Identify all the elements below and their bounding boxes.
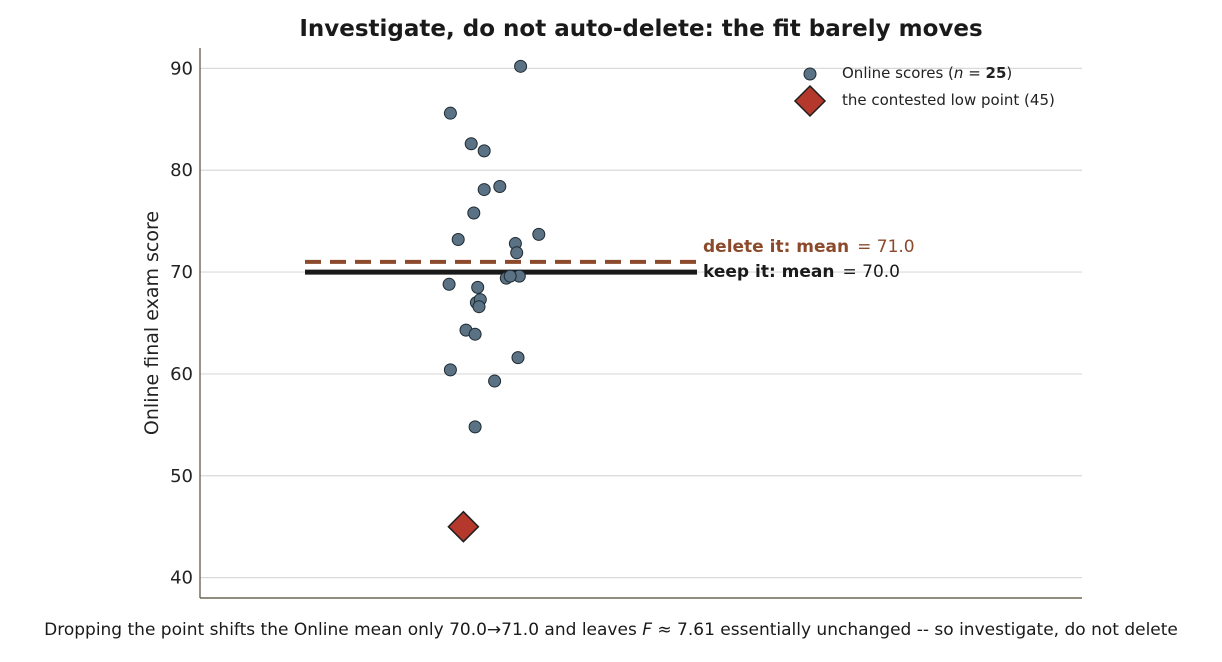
chart-caption: Dropping the point shifts the Online mea…	[44, 620, 1178, 640]
legend-marker-contested	[793, 84, 827, 118]
data-point-2	[464, 137, 478, 151]
data-point-25	[503, 269, 517, 283]
y-tick-label-60: 60	[170, 364, 193, 385]
annotation-delete: delete it: mean = 71.0	[703, 237, 915, 257]
y-tick-label-50: 50	[170, 466, 193, 487]
data-point-22	[443, 363, 457, 377]
data-point-7	[514, 59, 528, 73]
annotation-keep: keep it: mean = 70.0	[703, 262, 900, 282]
data-points	[442, 59, 546, 543]
reference-lines	[305, 259, 697, 275]
legend: Online scores (n = 25) the contested low…	[793, 64, 1055, 118]
data-point-24	[468, 420, 482, 434]
y-tick-label-80: 80	[170, 160, 193, 181]
data-point-5	[493, 180, 507, 194]
y-tick-label-40: 40	[170, 568, 193, 589]
y-tick-labels: 40 50 60 70 80 90	[170, 58, 193, 588]
data-point-20	[468, 327, 482, 341]
data-point-11	[532, 227, 546, 241]
data-point-18	[472, 300, 486, 314]
data-point-8	[451, 232, 465, 246]
y-axis-label: Online final exam score	[141, 211, 163, 435]
legend-label-online: Online scores (n = 25)	[842, 64, 1012, 82]
legend-marker-online	[803, 67, 817, 81]
data-point-23	[488, 374, 502, 388]
data-point-21	[511, 351, 525, 365]
chart-title: Investigate, do not auto-delete: the fit…	[299, 16, 982, 42]
y-tick-label-90: 90	[170, 58, 193, 79]
data-point-3	[477, 183, 491, 197]
grid-lines	[200, 67, 1082, 579]
data-point-10	[510, 246, 524, 260]
data-point-6	[477, 144, 491, 158]
legend-label-contested: the contested low point (45)	[842, 91, 1055, 109]
data-point-13	[471, 280, 485, 294]
data-point-1	[443, 106, 457, 120]
data-point-4	[467, 206, 481, 220]
data-point-12	[442, 277, 456, 291]
y-tick-label-70: 70	[170, 262, 193, 283]
contested-point	[447, 510, 480, 543]
